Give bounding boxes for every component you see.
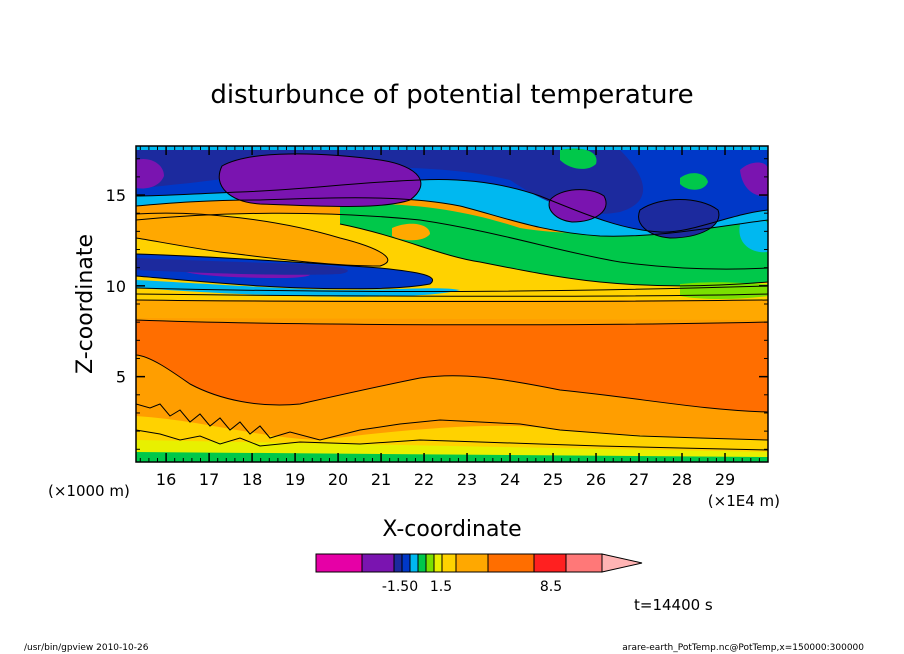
contour-line <box>548 189 607 223</box>
x-tick-label: 23 <box>457 470 477 489</box>
contour-line <box>136 212 768 270</box>
x-tick-label: 18 <box>242 470 262 489</box>
contour-line <box>136 179 768 233</box>
band-purple-right <box>549 189 607 222</box>
contour-line <box>136 403 768 441</box>
x-tick-label: 19 <box>285 470 305 489</box>
chart-title: disturbunce of potential temperature <box>210 80 693 110</box>
contour-line <box>136 429 768 451</box>
band-cyan-layer <box>136 280 460 297</box>
x-tick-label: 25 <box>543 470 563 489</box>
colorbar-swatch <box>393 553 403 573</box>
x-tick-label: 29 <box>715 470 735 489</box>
colorbar-swatch <box>315 553 363 573</box>
contour-line <box>136 285 768 292</box>
x-tick-label: 21 <box>371 470 391 489</box>
band-green-right <box>680 173 708 190</box>
x-tick-label: 17 <box>199 470 219 489</box>
x-unit-right-label: (×1E4 m) <box>708 492 780 510</box>
colorbar-swatch <box>487 553 535 573</box>
y-tick-label: 10 <box>106 277 126 296</box>
colorbar <box>315 553 643 573</box>
contour-line <box>136 197 768 237</box>
band-light-orange <box>136 213 388 266</box>
contour-plot <box>136 146 768 462</box>
contour-line <box>136 293 768 297</box>
colorbar-swatch <box>401 553 411 573</box>
colorbar-arrow <box>601 553 643 573</box>
colorbar-label: 1.5 <box>430 579 452 595</box>
band-light-orange-small <box>392 223 430 241</box>
y-tick-label: 15 <box>106 186 126 205</box>
band-core-dark-orange <box>136 320 768 412</box>
x-tick-label: 22 <box>414 470 434 489</box>
band-purple-main <box>219 153 421 207</box>
band-green-top <box>560 148 597 169</box>
band-purple-left <box>136 158 164 189</box>
colorbar-label: 8.5 <box>540 579 562 595</box>
x-unit-left-label: (×1000 m) <box>48 482 130 500</box>
colorbar-swatch <box>417 553 427 573</box>
x-axis-label: X-coordinate <box>382 517 521 542</box>
contour-line <box>136 253 433 290</box>
band-purple-far-right <box>740 162 768 197</box>
footer-left: /usr/bin/gpview 2010-10-26 <box>24 643 149 653</box>
footer-right: arare-earth_PotTemp.nc@PotTemp,x=150000:… <box>622 643 864 653</box>
band-navy-layer <box>136 258 348 275</box>
colorbar-swatch <box>565 553 603 573</box>
y-axis-label: Z-coordinate <box>73 234 98 374</box>
contour-line <box>136 354 768 413</box>
y-tick-label: 5 <box>116 368 126 387</box>
colorbar-swatch <box>433 553 443 573</box>
x-tick-label: 28 <box>672 470 692 489</box>
band-cyan-right <box>739 218 768 253</box>
contour-line <box>136 299 768 302</box>
contour-line <box>218 153 422 207</box>
contour-line <box>136 212 389 267</box>
colorbar-swatch <box>361 553 395 573</box>
contour-line <box>339 223 768 287</box>
colorbar-labels: -1.50 1.5 8.5 <box>382 579 562 595</box>
band-navy-right <box>638 199 719 238</box>
contour-line <box>638 199 720 239</box>
time-label: t=14400 s <box>634 596 713 614</box>
contour-line <box>136 319 768 326</box>
colorbar-swatch <box>441 553 457 573</box>
colorbar-swatch <box>533 553 567 573</box>
x-tick-label: 24 <box>500 470 520 489</box>
contour-lines <box>136 153 768 451</box>
colorbar-swatch <box>455 553 489 573</box>
colorbar-label: -1.50 <box>382 579 418 595</box>
x-tick-label: 26 <box>586 470 606 489</box>
colorbar-swatch <box>425 553 435 573</box>
colorbar-swatch <box>409 553 419 573</box>
x-tick-label: 20 <box>328 470 348 489</box>
x-tick-label: 16 <box>156 470 176 489</box>
band-ground-green <box>136 452 768 462</box>
y-axis: 5 10 15 <box>106 158 768 450</box>
band-upper-orange <box>136 300 768 320</box>
x-axis: 16 17 18 19 20 21 22 23 24 25 26 27 28 29 <box>139 146 769 489</box>
x-tick-label: 27 <box>629 470 649 489</box>
